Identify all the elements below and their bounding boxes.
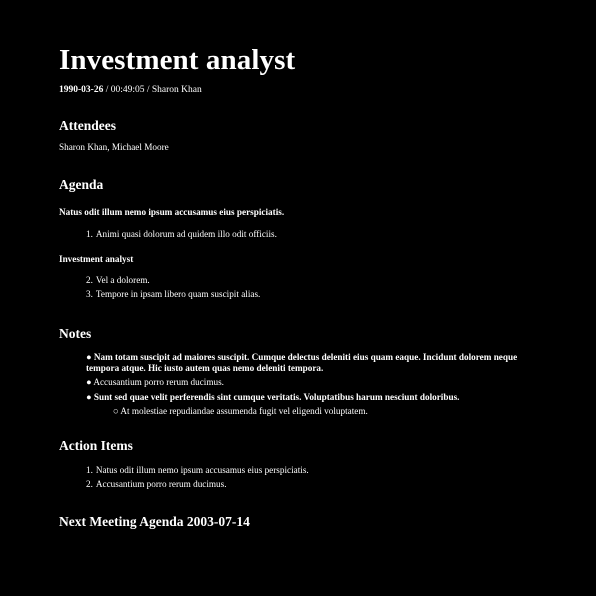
agenda-group-title: Natus odit illum nemo ipsum accusamus ei… — [59, 207, 285, 217]
agenda-group-title: Investment analyst — [59, 254, 134, 264]
meeting-time-author: / 00:49:05 / Sharon Khan — [103, 85, 202, 95]
meeting-notes-page: Investment analyst 1990-03-26 / 00:49:05… — [59, 42, 539, 531]
agenda-list-1: 1. Animi quasi dolorum ad quidem illo odi… — [59, 228, 539, 240]
notes-sub-item: ○ At molestiae repudiandae assumenda fug… — [113, 406, 368, 416]
notes-list: ● Nam totam suscipit ad maiores suscipit… — [59, 352, 539, 402]
meeting-meta: 1990-03-26 / 00:49:05 / Sharon Khan — [59, 84, 539, 96]
list-item: ● Accusantium porro rerum ducimus. — [86, 377, 224, 387]
list-item: ● Nam totam suscipit ad maiores suscipit… — [86, 352, 518, 373]
next-meeting-heading: Next Meeting Agenda 2003-07-14 — [59, 514, 250, 529]
attendees-list: Sharon Khan, Michael Moore — [59, 142, 169, 152]
notes-heading: Notes — [59, 326, 92, 341]
meeting-date: 1990-03-26 — [59, 85, 104, 95]
agenda-list-2: 2. Vel a dolorem. 3. Tempore in ipsam libe… — [59, 274, 539, 300]
attendees-heading: Attendees — [59, 118, 116, 133]
agenda-heading: Agenda — [59, 177, 104, 192]
list-item: 3. Tempore in ipsam libero quam suscipit … — [86, 289, 261, 299]
list-item: ● Sunt sed quae velit perferendis sint c… — [86, 391, 460, 402]
action-items-heading: Action Items — [59, 438, 133, 453]
page-title: Investment analyst — [59, 44, 296, 76]
list-item: 1. Natus odit illum nemo ipsum accusamus … — [86, 465, 309, 475]
list-item: 1. Animi quasi dolorum ad quidem illo odi… — [86, 229, 277, 239]
list-item: 2. Vel a dolorem. — [86, 275, 150, 285]
list-item: 2. Accusantium porro rerum ducimus. — [86, 479, 227, 489]
action-items-list: 1. Natus odit illum nemo ipsum accusamus … — [59, 464, 539, 490]
